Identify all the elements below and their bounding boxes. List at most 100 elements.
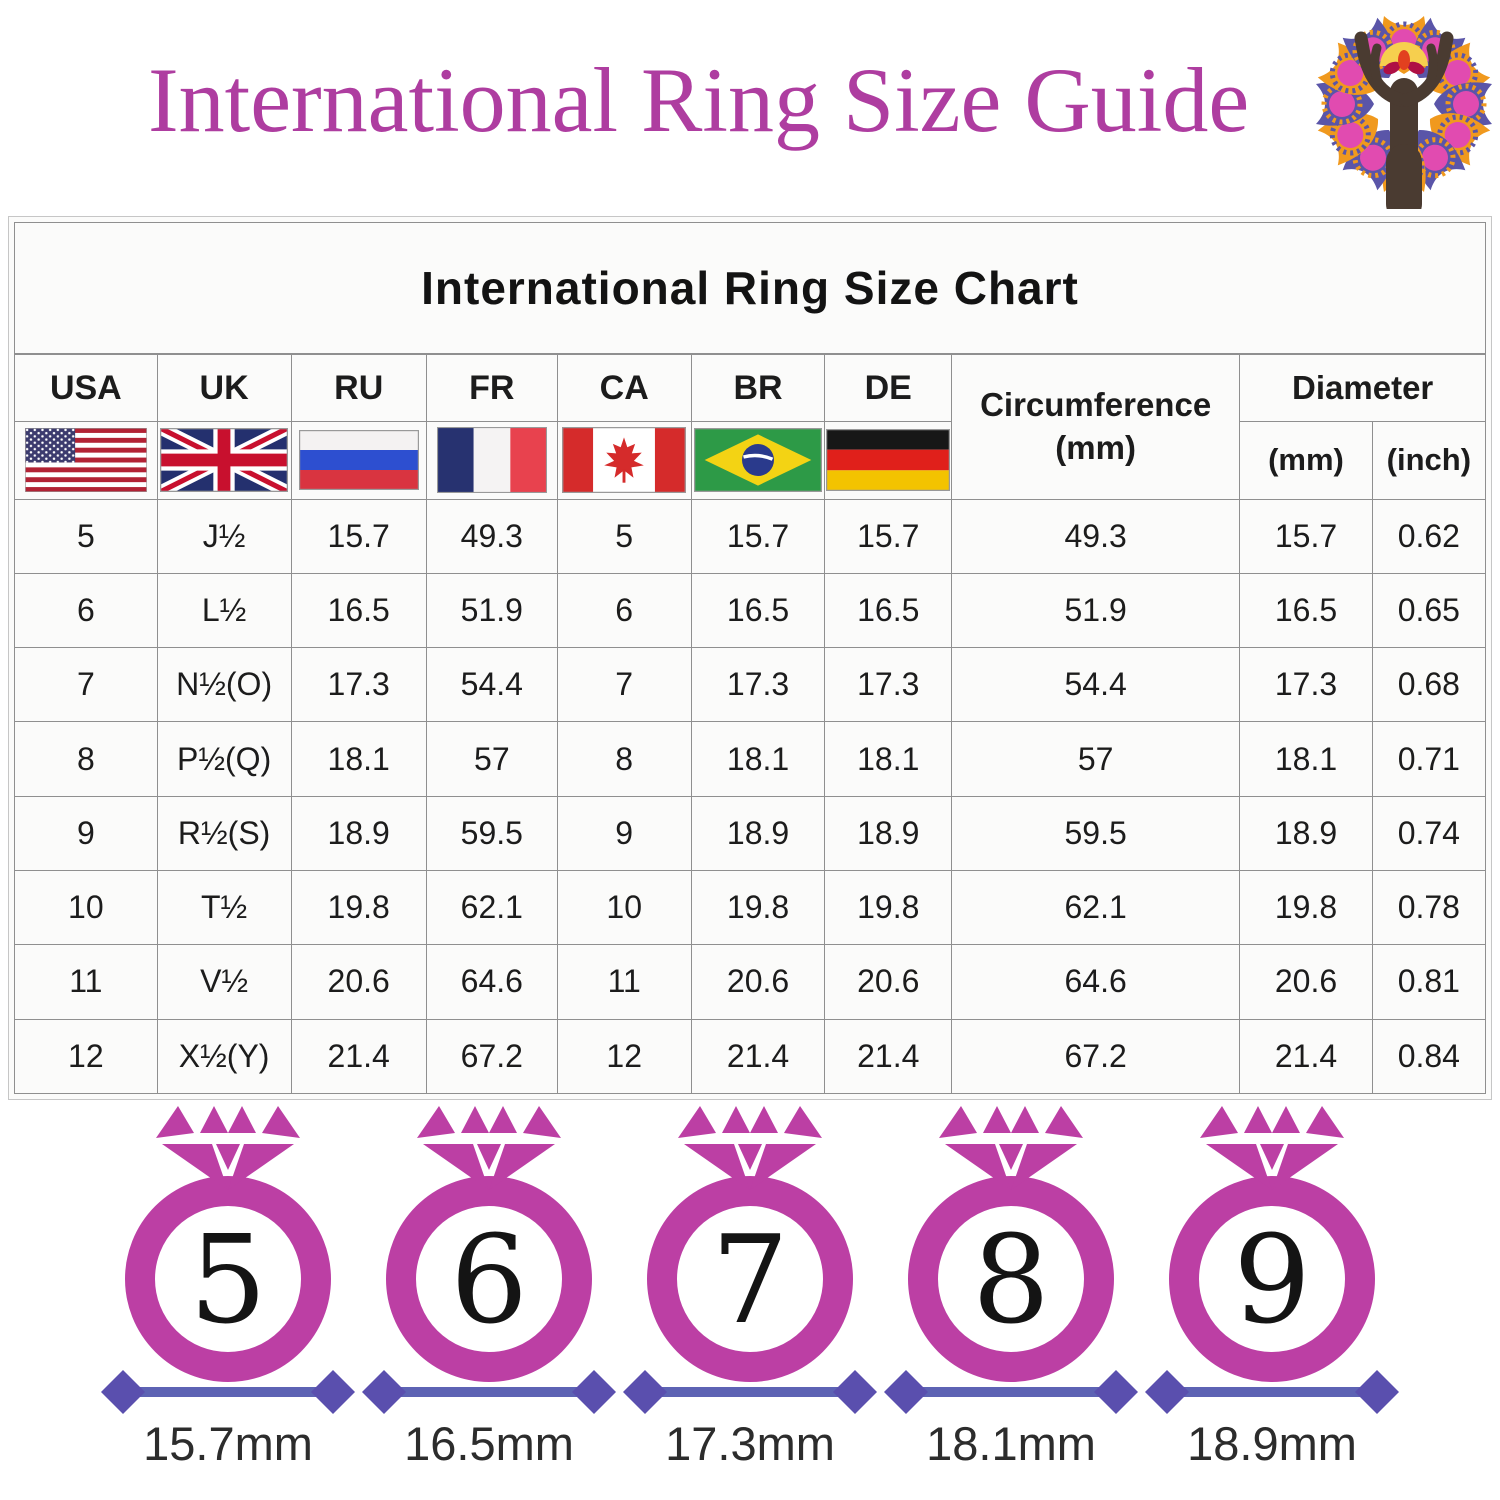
ring-size-number: 7 — [711, 1209, 789, 1351]
cell: 8 — [556, 721, 692, 797]
cell: 9 — [556, 795, 692, 872]
ring-size-number: 9 — [1233, 1209, 1311, 1351]
diameter-measure-line — [362, 1370, 616, 1414]
cell: 5 — [556, 498, 692, 574]
cell: 15.7 — [1239, 498, 1373, 574]
cell: 0.65 — [1371, 572, 1487, 649]
brazil-flag-icon — [694, 428, 823, 493]
cell: 18.1 — [1239, 721, 1373, 797]
col-header-uk: UK — [156, 353, 292, 423]
ring-diameter-label: 17.3mm — [665, 1417, 835, 1470]
cell: 18.9 — [824, 795, 952, 872]
cell: 10 — [14, 870, 158, 946]
diameter-mm-header: (mm) — [1239, 421, 1373, 500]
cell: 8 — [14, 721, 158, 797]
cell: 0.78 — [1371, 870, 1487, 946]
cell: 5 — [14, 498, 158, 574]
table-row: 6 L½ 16.5 51.9 6 16.5 16.5 51.9 16.5 0.6… — [14, 572, 1487, 649]
cell: 67.2 — [425, 1018, 558, 1095]
cell: 17.3 — [290, 647, 427, 723]
cell: 6 — [14, 572, 158, 649]
ring-band: 8 — [908, 1176, 1114, 1382]
ring-size-chart-sheet: International Ring Size Chart USA UK RU … — [8, 216, 1492, 1100]
cell: 17.3 — [824, 647, 952, 723]
cell: T½ — [156, 870, 292, 946]
ring-figure-7: 7 17.3mm — [622, 1100, 878, 1498]
cell: 57 — [950, 721, 1241, 797]
cell: 7 — [556, 647, 692, 723]
uk-flag-icon — [160, 428, 289, 493]
france-flag-icon — [436, 427, 547, 494]
cell: 15.7 — [290, 498, 427, 574]
circumference-unit: (mm) — [1055, 428, 1136, 466]
ring-figure-8: 8 18.1mm — [883, 1100, 1139, 1498]
cell: P½(Q) — [156, 721, 292, 797]
cell: 19.8 — [690, 870, 826, 946]
col-header-ca: CA — [556, 353, 692, 423]
cell: 16.5 — [1239, 572, 1373, 649]
uk-flag-cell — [156, 421, 292, 500]
cell: 21.4 — [1239, 1018, 1373, 1095]
diameter-inch-header: (inch) — [1371, 421, 1487, 500]
cell: 64.6 — [950, 944, 1241, 1020]
cell: 59.5 — [425, 795, 558, 872]
cell: 0.62 — [1371, 498, 1487, 574]
cell: 18.9 — [1239, 795, 1373, 872]
page-title: International Ring Size Guide — [148, 49, 1250, 151]
cell: 62.1 — [425, 870, 558, 946]
germany-flag-icon — [826, 429, 951, 492]
cell: 19.8 — [290, 870, 427, 946]
cell: 18.1 — [690, 721, 826, 797]
table-title: International Ring Size Chart — [14, 222, 1486, 356]
ring-diameter-label: 15.7mm — [143, 1417, 313, 1470]
canada-flag-icon — [562, 427, 687, 494]
cell: 20.6 — [1239, 944, 1373, 1020]
diameter-measure-line — [623, 1370, 877, 1414]
cell: 0.68 — [1371, 647, 1487, 723]
table-row: 12 X½(Y) 21.4 67.2 12 21.4 21.4 67.2 21.… — [14, 1018, 1487, 1095]
cell: 54.4 — [425, 647, 558, 723]
cell: 18.9 — [290, 795, 427, 872]
canada-flag-cell — [556, 421, 692, 500]
cell: 18.1 — [824, 721, 952, 797]
col-header-circumference: Circumference (mm) — [950, 353, 1241, 500]
cell: 21.4 — [824, 1018, 952, 1095]
col-header-br: BR — [690, 353, 826, 423]
cell: 67.2 — [950, 1018, 1241, 1095]
ring-size-table: International Ring Size Chart USA UK RU … — [14, 222, 1487, 1095]
cell: 20.6 — [824, 944, 952, 1020]
cell: 51.9 — [950, 572, 1241, 649]
table-row: 8 P½(Q) 18.1 57 8 18.1 18.1 57 18.1 0.71 — [14, 721, 1487, 797]
brand-logo-antler-tree-icon — [1314, 4, 1494, 209]
ring-diameter-label: 18.9mm — [1187, 1417, 1357, 1470]
cell: 19.8 — [824, 870, 952, 946]
cell: 10 — [556, 870, 692, 946]
cell: 51.9 — [425, 572, 558, 649]
cell: 0.84 — [1371, 1018, 1487, 1095]
cell: 62.1 — [950, 870, 1241, 946]
cell: J½ — [156, 498, 292, 574]
cell: 12 — [14, 1018, 158, 1095]
cell: 0.81 — [1371, 944, 1487, 1020]
usa-flag-cell — [14, 421, 158, 500]
diamond-icon — [1200, 1106, 1344, 1190]
diamond-icon — [156, 1106, 300, 1190]
col-header-fr: FR — [425, 353, 558, 423]
ring-band: 7 — [647, 1176, 853, 1382]
cell: X½(Y) — [156, 1018, 292, 1095]
ring-diameter-label: 18.1mm — [926, 1417, 1096, 1470]
cell: 15.7 — [824, 498, 952, 574]
col-header-ru: RU — [290, 353, 427, 423]
circumference-label: Circumference — [980, 385, 1212, 423]
ring-diameter-label: 16.5mm — [404, 1417, 574, 1470]
cell: 11 — [14, 944, 158, 1020]
germany-flag-cell — [824, 421, 952, 500]
russia-flag-cell — [290, 421, 427, 500]
cell: N½(O) — [156, 647, 292, 723]
ring-figure-9: 9 18.9mm — [1144, 1100, 1400, 1498]
table-row: 7 N½(O) 17.3 54.4 7 17.3 17.3 54.4 17.3 … — [14, 647, 1487, 723]
cell: 0.71 — [1371, 721, 1487, 797]
ring-size-number: 8 — [972, 1209, 1050, 1351]
usa-flag-icon — [25, 428, 147, 493]
ring-size-number: 6 — [450, 1209, 528, 1351]
